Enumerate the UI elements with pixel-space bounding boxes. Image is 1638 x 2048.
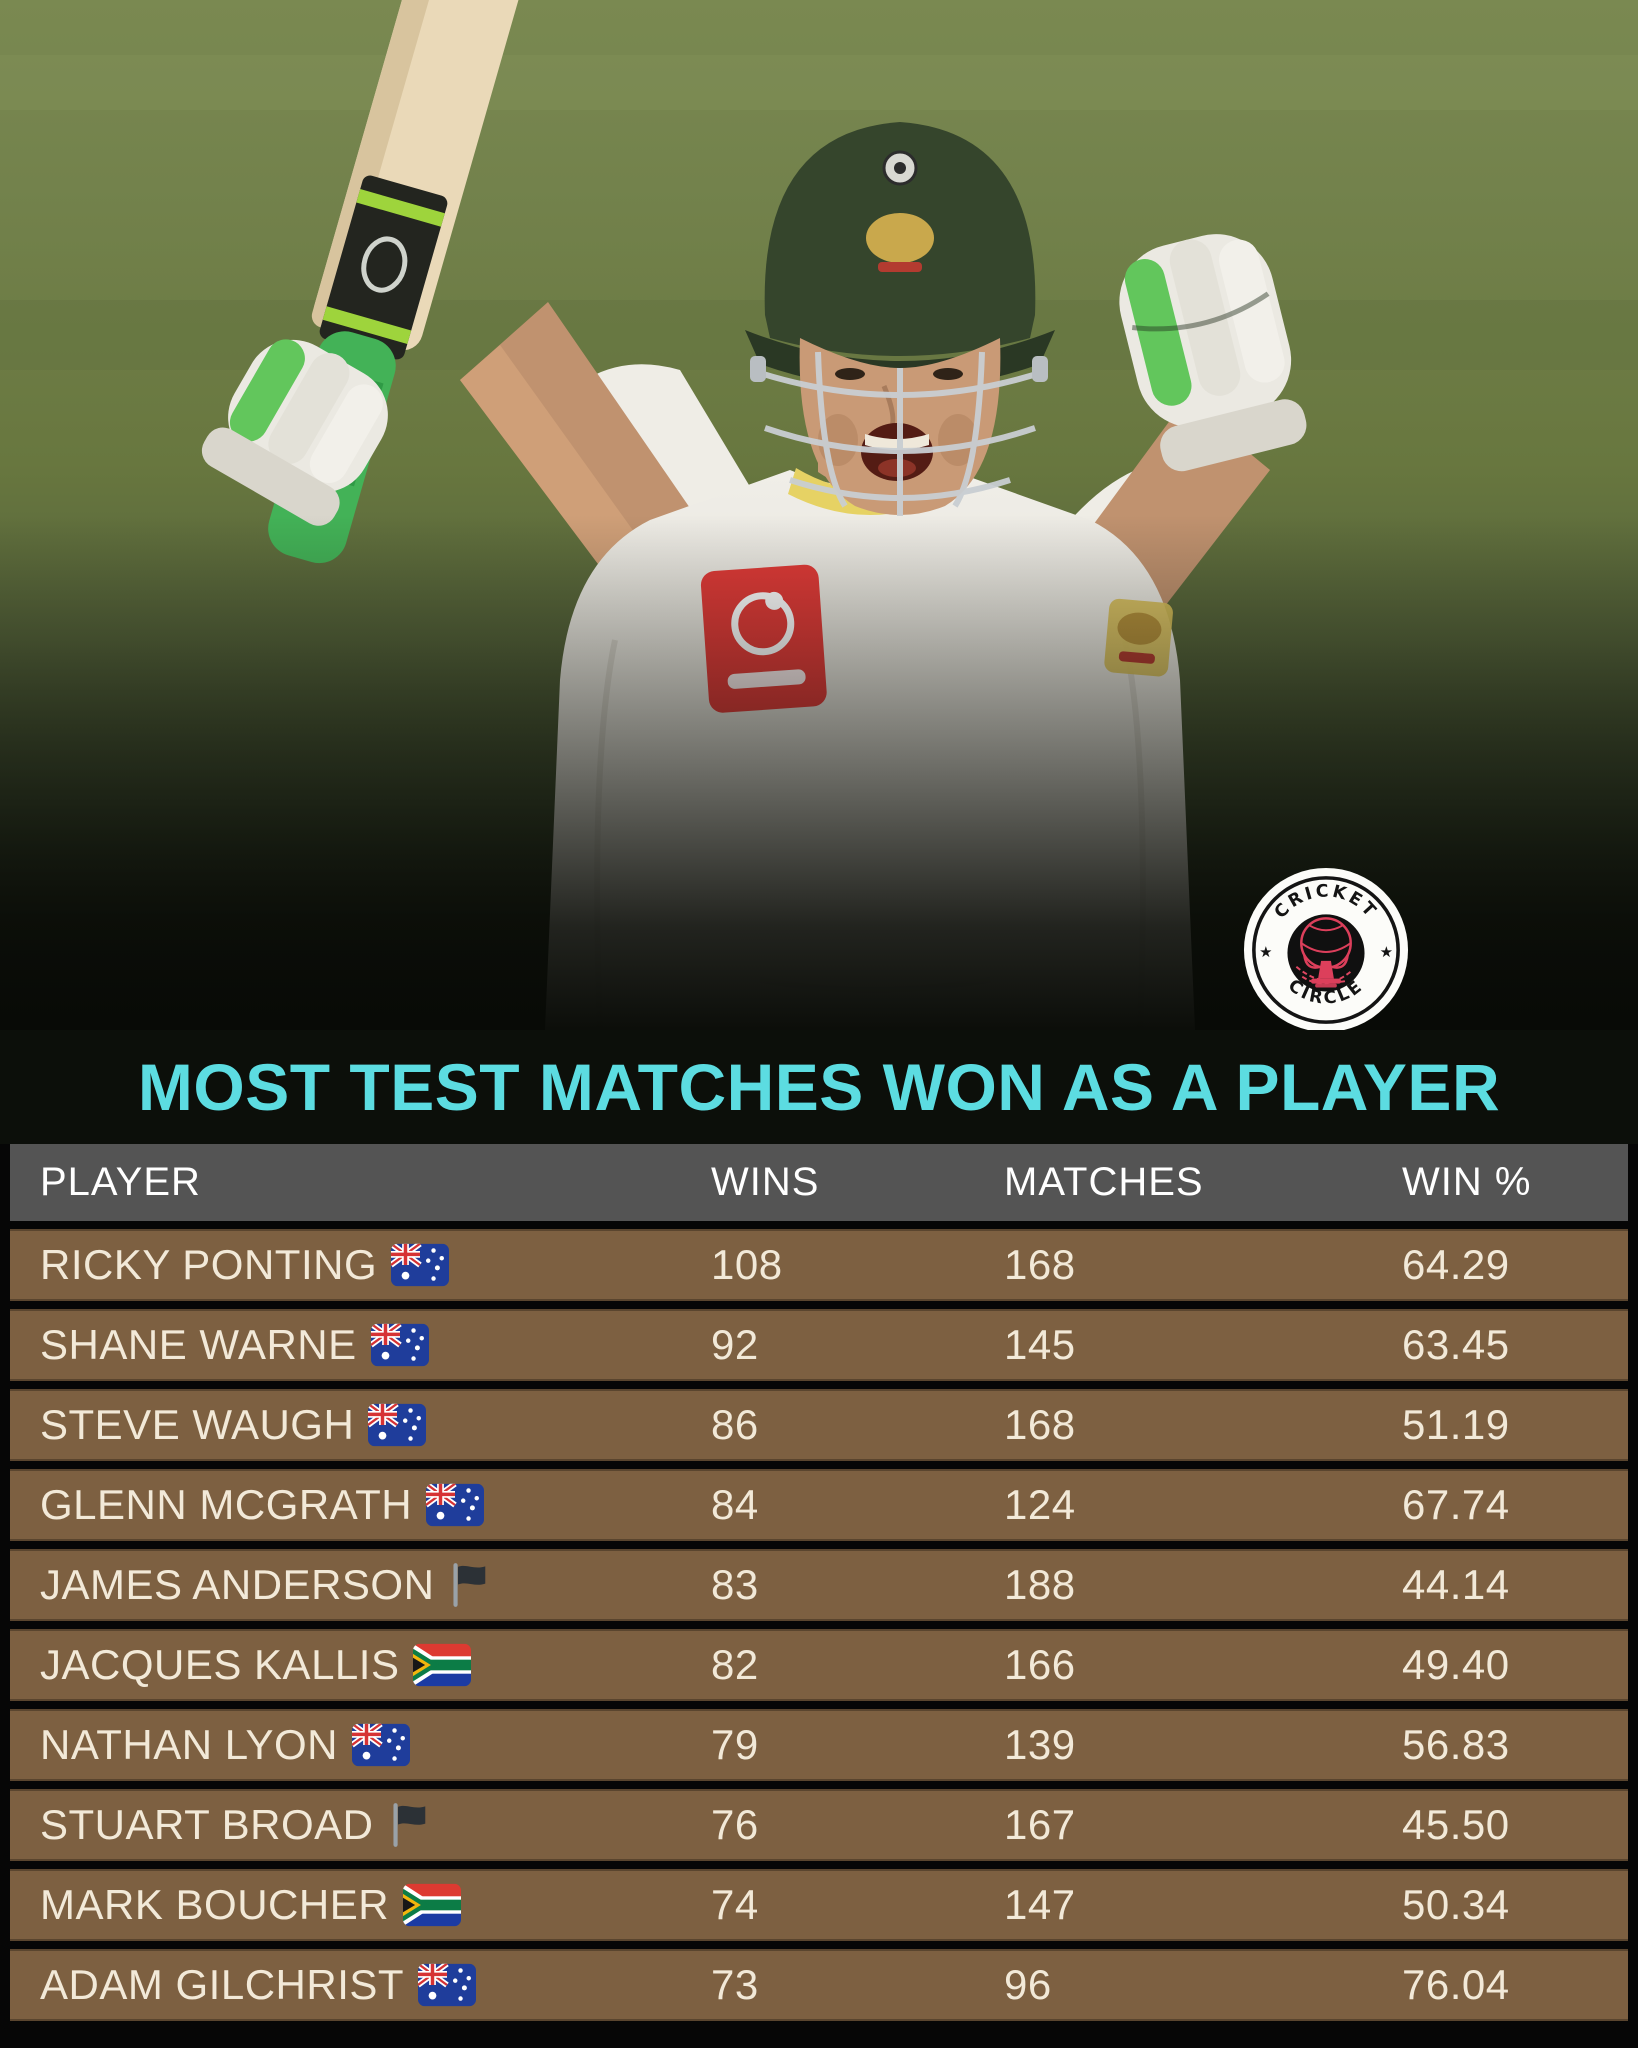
player-name: NATHAN LYON [40, 1721, 338, 1768]
table-row: STEVE WAUGH 86 168 51.19 [10, 1389, 1628, 1461]
player-wins: 76 [711, 1801, 759, 1848]
table-row: SHANE WARNE 92 145 63.45 [10, 1309, 1628, 1381]
table-row: RICKY PONTING 108 168 64.29 [10, 1229, 1628, 1301]
player-matches: 139 [1004, 1721, 1076, 1768]
page-title: MOST TEST MATCHES WON AS A PLAYER [137, 1050, 1501, 1124]
player-matches: 166 [1004, 1641, 1076, 1688]
player-matches: 96 [1004, 1961, 1052, 2008]
player-win-pct: 76.04 [1402, 1961, 1510, 2008]
stats-table: PLAYER WINS MATCHES WIN % RICKY PONTING … [0, 1144, 1638, 2048]
table-row: JAMES ANDERSON 83 188 44.14 [10, 1549, 1628, 1621]
col-header-player: PLAYER [40, 1160, 201, 1204]
player-win-pct: 67.74 [1402, 1481, 1510, 1528]
player-name: STEVE WAUGH [40, 1401, 355, 1448]
star-icon: ★ [1259, 945, 1272, 961]
player-name: MARK BOUCHER [40, 1881, 390, 1928]
flag-england-icon [388, 1802, 428, 1848]
hero-photo: CRICKET CIRCLE ★ ★ [0, 0, 1638, 1030]
flag-australia-icon [370, 1323, 429, 1367]
player-wins: 82 [711, 1641, 759, 1688]
flag-south-africa-icon [413, 1643, 472, 1687]
player-win-pct: 56.83 [1402, 1721, 1510, 1768]
player-win-pct: 64.29 [1402, 1241, 1510, 1288]
player-wins: 74 [711, 1881, 759, 1928]
player-name: RICKY PONTING [40, 1241, 378, 1288]
player-matches: 168 [1004, 1401, 1076, 1448]
player-name: JACQUES KALLIS [40, 1641, 400, 1688]
player-win-pct: 44.14 [1402, 1561, 1510, 1608]
player-name: GLENN MCGRATH [40, 1481, 413, 1528]
player-name: SHANE WARNE [40, 1321, 357, 1368]
flag-australia-icon [351, 1723, 410, 1767]
player-wins: 86 [711, 1401, 759, 1448]
player-wins: 83 [711, 1561, 759, 1608]
player-wins: 73 [711, 1961, 759, 2008]
flag-england-icon [448, 1562, 488, 1608]
player-win-pct: 45.50 [1402, 1801, 1510, 1848]
player-name: ADAM GILCHRIST [40, 1961, 405, 2008]
table-header: PLAYER WINS MATCHES WIN % [10, 1144, 1628, 1221]
table-row: MARK BOUCHER 74 147 50.34 [10, 1869, 1628, 1941]
col-header-matches: MATCHES [1004, 1160, 1204, 1204]
player-win-pct: 50.34 [1402, 1881, 1510, 1928]
table-row: JACQUES KALLIS 82 166 49.40 [10, 1629, 1628, 1701]
player-win-pct: 49.40 [1402, 1641, 1510, 1688]
player-matches: 124 [1004, 1481, 1076, 1528]
table-row: STUART BROAD 76 167 45.50 [10, 1789, 1628, 1861]
table-row: GLENN MCGRATH 84 124 67.74 [10, 1469, 1628, 1541]
col-header-win-pct: WIN % [1402, 1160, 1532, 1204]
cricket-circle-logo: CRICKET CIRCLE ★ ★ [1242, 866, 1410, 1030]
table-row: ADAM GILCHRIST 73 96 76.04 [10, 1949, 1628, 2021]
player-win-pct: 51.19 [1402, 1401, 1510, 1448]
flag-south-africa-icon [403, 1883, 462, 1927]
batsman-celebration-illustration [0, 0, 1638, 1030]
player-matches: 145 [1004, 1321, 1076, 1368]
player-wins: 79 [711, 1721, 759, 1768]
player-name: JAMES ANDERSON [40, 1561, 435, 1608]
player-wins: 84 [711, 1481, 759, 1528]
cricket-trophy-icon [1287, 914, 1365, 992]
flag-australia-icon [426, 1483, 485, 1527]
player-matches: 188 [1004, 1561, 1076, 1608]
player-matches: 167 [1004, 1801, 1076, 1848]
flag-australia-icon [368, 1403, 427, 1447]
player-matches: 168 [1004, 1241, 1076, 1288]
player-wins: 108 [711, 1241, 783, 1288]
flag-australia-icon [418, 1963, 477, 2007]
player-matches: 147 [1004, 1881, 1076, 1928]
table-row: NATHAN LYON 79 139 56.83 [10, 1709, 1628, 1781]
col-header-wins: WINS [711, 1160, 820, 1204]
flag-australia-icon [391, 1243, 450, 1287]
title-band: MOST TEST MATCHES WON AS A PLAYER [0, 1030, 1638, 1144]
player-wins: 92 [711, 1321, 759, 1368]
star-icon: ★ [1380, 945, 1393, 961]
player-win-pct: 63.45 [1402, 1321, 1510, 1368]
player-name: STUART BROAD [40, 1801, 374, 1848]
